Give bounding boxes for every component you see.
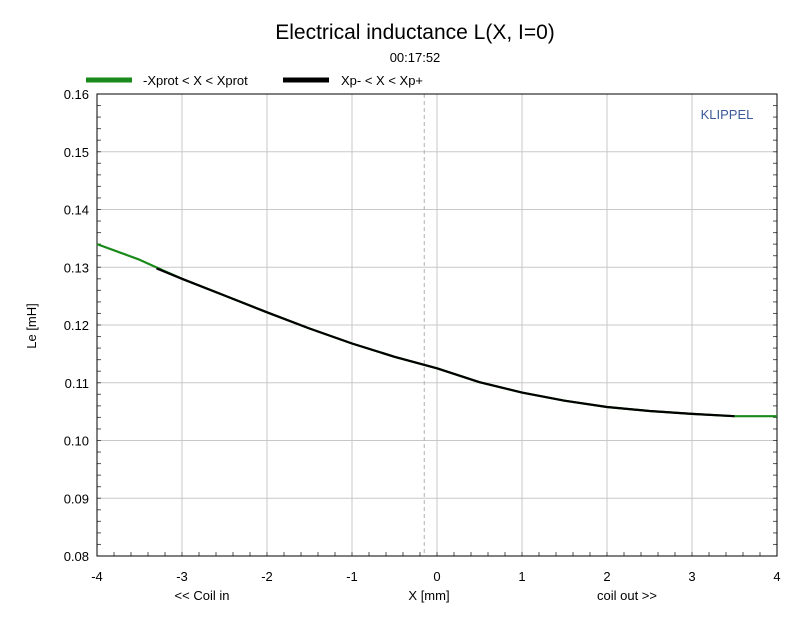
x-tick-label: -1 (346, 569, 358, 584)
y-tick-label: 0.10 (64, 434, 89, 449)
chart-subtitle: 00:17:52 (390, 50, 441, 65)
y-tick-labels: 0.08 0.09 0.10 0.11 0.12 0.13 0.14 0.15 0.16 (64, 87, 89, 564)
series-line-excursion (156, 267, 735, 418)
chart-title: Electrical inductance L(X, I=0) (275, 21, 555, 44)
x-tick-label: 1 (518, 569, 525, 584)
y-axis-label: Le [mH] (24, 303, 39, 349)
legend-label-protected: -Xprot < X < Xprot (143, 73, 248, 88)
minor-ticks (96, 93, 778, 557)
x-tick-label: -2 (261, 569, 273, 584)
x-tick-label: 4 (773, 569, 780, 584)
plot-frame (96, 93, 778, 557)
grid (97, 94, 777, 556)
x-axis-label: X [mm] (408, 588, 449, 603)
y-tick-label: 0.11 (65, 376, 89, 391)
y-tick-label: 0.08 (64, 549, 89, 564)
klippel-watermark: KLIPPEL (701, 107, 754, 122)
y-tick-label: 0.16 (64, 87, 89, 102)
y-tick-label: 0.09 (64, 491, 89, 506)
x-axis-left-label: << Coil in (175, 588, 230, 603)
x-tick-label: 0 (433, 569, 440, 584)
series-layer (96, 243, 777, 418)
x-tick-label: 3 (688, 569, 695, 584)
legend-label-excursion: Xp- < X < Xp+ (341, 73, 423, 88)
x-tick-labels: -4 -3 -2 -1 0 1 2 3 4 (91, 569, 780, 584)
y-tick-label: 0.12 (64, 318, 89, 333)
y-tick-label: 0.14 (64, 203, 89, 218)
x-axis-right-label: coil out >> (597, 588, 657, 603)
x-tick-label: -3 (176, 569, 188, 584)
x-tick-label: -4 (91, 569, 103, 584)
legend: -Xprot < X < Xprot Xp- < X < Xp+ (86, 73, 423, 88)
y-tick-label: 0.13 (64, 260, 89, 275)
y-tick-label: 0.15 (64, 145, 89, 160)
x-tick-label: 2 (603, 569, 610, 584)
